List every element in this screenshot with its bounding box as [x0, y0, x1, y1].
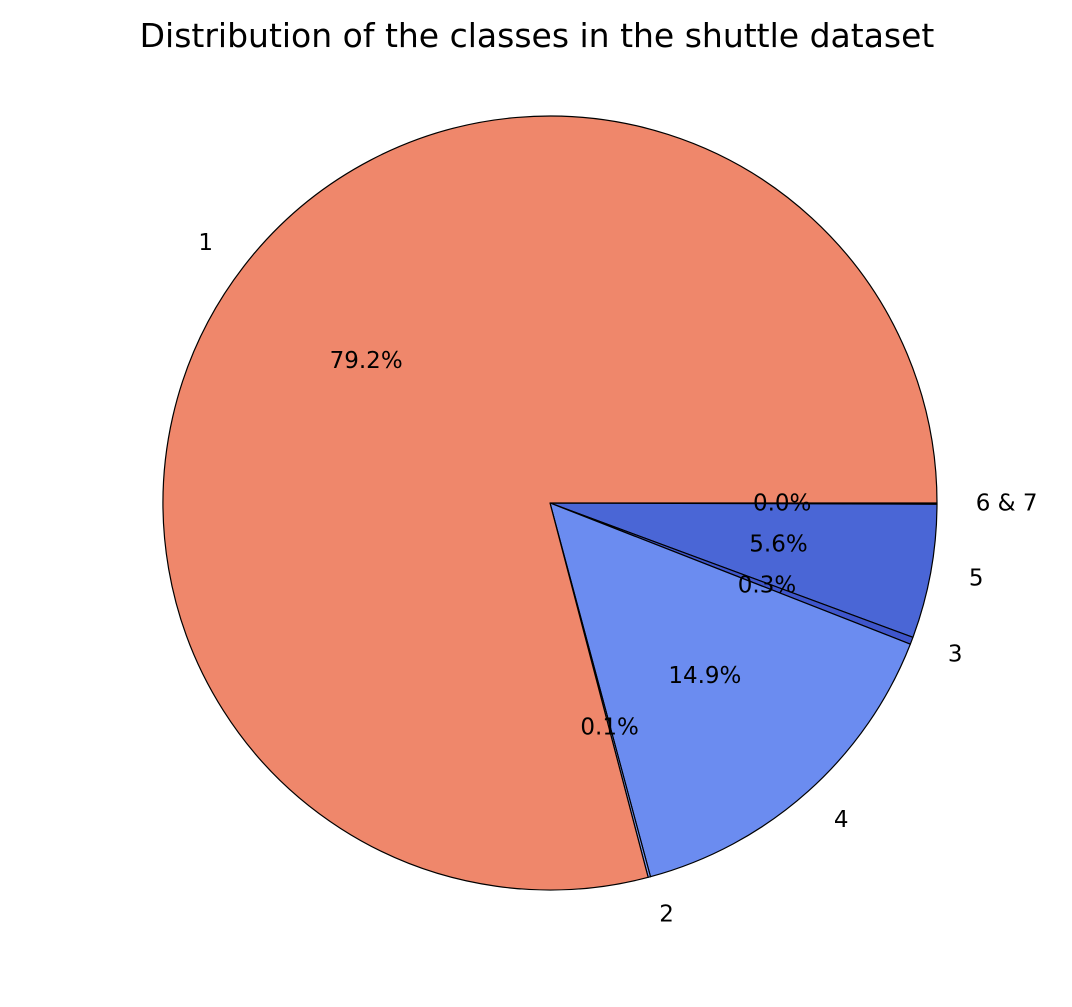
slice-percent-label: 0.1%	[580, 714, 638, 740]
slice-label: 4	[834, 807, 849, 833]
pie-slices	[162, 115, 938, 891]
slice-label: 2	[659, 901, 674, 927]
chart-title: Distribution of the classes in the shutt…	[140, 16, 935, 55]
pie-labels: 6 & 7 0.0% 5 5.6% 3 0.3% 4 14.9% 2 0.1% 1 79.2%	[198, 230, 1037, 927]
pie-slice-5	[549, 502, 938, 638]
slice-label: 1	[198, 230, 213, 256]
slice-label: 6 & 7	[976, 491, 1038, 517]
slice-percent-label: 0.0%	[753, 490, 811, 516]
slice-percent-label: 0.3%	[738, 573, 796, 599]
pie-slice-4	[549, 502, 911, 878]
slice-label: 5	[969, 566, 984, 592]
slice-percent-label: 14.9%	[668, 663, 741, 689]
slice-label: 3	[948, 642, 963, 668]
slice-percent-label: 5.6%	[749, 531, 807, 557]
slice-percent-label: 79.2%	[330, 348, 403, 374]
pie-slice-1	[162, 115, 938, 891]
